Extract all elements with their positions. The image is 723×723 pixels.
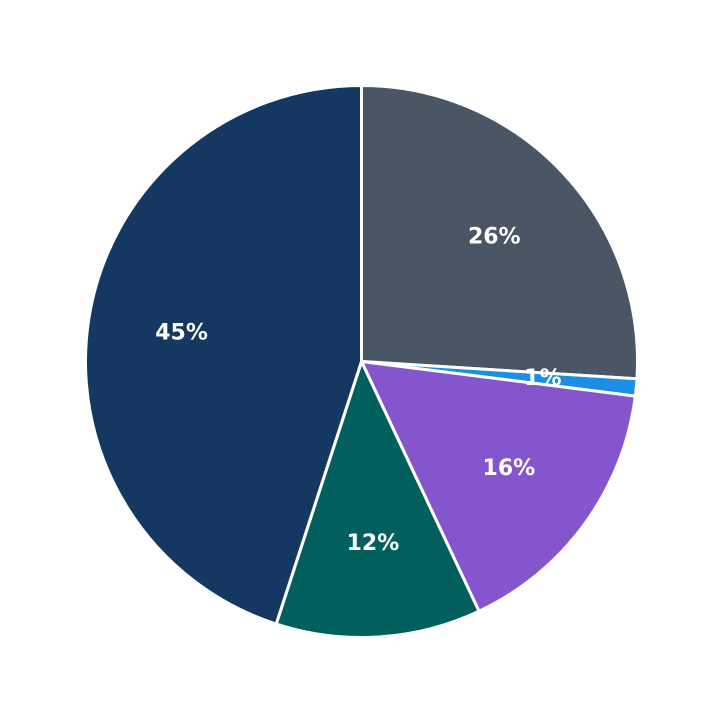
- pie-slice-label-2: 16%: [483, 456, 536, 481]
- pie-slice-label-0: 26%: [468, 224, 521, 249]
- pie-slice-2: [360, 360, 637, 613]
- pie-slice-0: [360, 84, 639, 381]
- slices-layer: [84, 84, 639, 639]
- pie-slice-label-4: 45%: [155, 321, 208, 346]
- pie-slice-label-3: 12%: [347, 531, 400, 556]
- pie-slice-label-1: 1%: [524, 366, 561, 391]
- labels-layer: 26% 1% 16% 12% 45%: [155, 224, 561, 555]
- pie-slice-4: [84, 84, 363, 626]
- pie-slice-3: [274, 360, 481, 639]
